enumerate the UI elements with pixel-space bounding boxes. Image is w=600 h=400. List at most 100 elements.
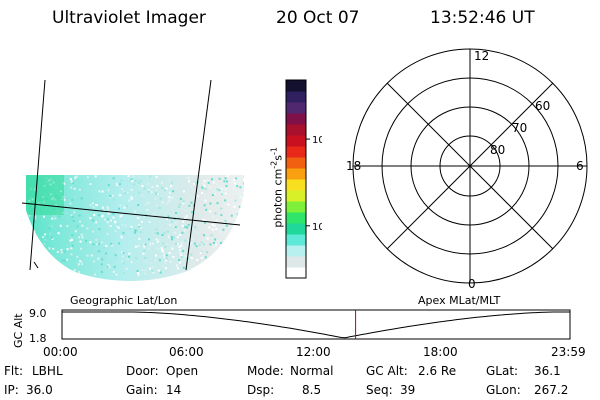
speckle-dot <box>234 229 237 232</box>
speckle-dot <box>70 178 72 181</box>
speckle-dot <box>103 256 106 259</box>
time-label: 13:52:46 UT <box>430 8 535 28</box>
speckle-dot <box>107 212 110 215</box>
speckle-dot <box>182 273 185 275</box>
speckle-dot <box>214 254 217 257</box>
speckle-dot <box>155 188 158 191</box>
speckle-dot <box>177 217 180 220</box>
speckle-dot <box>208 226 211 229</box>
altitude-tick-high: 9.0 <box>29 307 47 320</box>
speckle-dot <box>236 219 239 221</box>
speckle-dot <box>145 261 148 264</box>
speckle-dot <box>164 246 167 249</box>
speckle-dot <box>85 203 87 206</box>
speckle-dot <box>203 204 206 207</box>
speckle-dot <box>240 219 243 222</box>
speckle-dot <box>204 199 207 202</box>
speckle-dot <box>74 230 77 233</box>
speckle-dot <box>78 259 81 262</box>
speckle-dot <box>51 236 53 239</box>
speckle-dot <box>193 231 196 234</box>
speckle-dot <box>81 236 84 239</box>
speckle-dot <box>218 264 221 267</box>
speckle-dot <box>218 236 221 239</box>
speckle-dot <box>78 214 81 217</box>
speckle-dot <box>151 242 154 245</box>
speckle-dot <box>186 260 189 263</box>
mlt-label-bottom: 0 <box>468 277 476 291</box>
speckle-dot <box>190 186 193 188</box>
speckle-dot <box>146 208 149 211</box>
speckle-dot <box>43 242 46 245</box>
speckle-dot <box>183 229 186 232</box>
speckle-dot <box>169 261 172 263</box>
speckle-dot <box>76 255 79 258</box>
lat-label-60: 60 <box>535 99 550 113</box>
speckle-dot <box>30 267 33 270</box>
speckle-dot <box>209 243 212 246</box>
speckle-dot <box>175 212 177 214</box>
speckle-dot <box>128 252 131 255</box>
speckle-dot <box>237 244 240 247</box>
speckle-dot <box>134 229 137 232</box>
speckle-dot <box>94 175 97 178</box>
speckle-dot <box>211 194 214 196</box>
speckle-dot <box>167 234 170 237</box>
speckle-dot <box>168 252 171 255</box>
colorbar-segment <box>286 157 306 169</box>
speckle-dot <box>148 189 150 192</box>
speckle-dot <box>179 252 182 255</box>
speckle-dot <box>114 254 117 257</box>
speckle-dot <box>185 215 188 218</box>
speckle-dot <box>184 225 187 228</box>
colorbar-segment <box>286 267 306 279</box>
speckle-dot <box>48 227 51 230</box>
colorbar-segment <box>286 179 306 191</box>
door-label: Door: <box>126 364 159 378</box>
speckle-dot <box>201 192 203 195</box>
speckle-dot <box>119 194 122 197</box>
speckle-dot <box>71 244 74 247</box>
speckle-dot <box>28 274 31 277</box>
speckle-dot <box>101 241 103 244</box>
speckle-dot <box>219 224 222 227</box>
speckle-dot <box>144 256 147 259</box>
speckle-dot <box>98 240 100 243</box>
speckle-dot <box>50 266 52 269</box>
speckle-dot <box>174 231 177 234</box>
speckle-dot <box>127 175 130 178</box>
speckle-dot <box>60 268 63 270</box>
speckle-dot <box>218 259 221 262</box>
speckle-dot <box>107 264 110 267</box>
speckle-dot <box>107 184 110 187</box>
speckle-dot <box>113 265 116 268</box>
speckle-dot <box>201 239 204 242</box>
speckle-dot <box>190 242 193 245</box>
speckle-dot <box>187 223 190 226</box>
speckle-dot <box>118 242 121 245</box>
gc-alt-label: GC Alt: <box>366 364 408 378</box>
speckle-dot <box>143 215 145 218</box>
speckle-dot <box>104 218 107 221</box>
speckle-dot <box>232 248 234 251</box>
speckle-dot <box>83 209 86 212</box>
speckle-dot <box>26 229 29 232</box>
speckle-dot <box>136 270 139 272</box>
speckle-dot <box>223 243 226 245</box>
speckle-dot <box>112 177 115 180</box>
speckle-dot <box>138 237 141 240</box>
speckle-dot <box>44 238 47 241</box>
speckle-dot <box>137 274 140 277</box>
speckle-dot <box>164 267 167 270</box>
speckle-dot <box>116 223 119 226</box>
speckle-dot <box>50 225 53 228</box>
speckle-dot <box>109 225 112 227</box>
speckle-dot <box>138 191 141 194</box>
colorbar-segment <box>286 80 306 92</box>
speckle-dot <box>76 265 79 268</box>
speckle-dot <box>71 198 74 201</box>
speckle-dot <box>122 272 125 275</box>
speckle-dot <box>91 202 94 205</box>
speckle-dot <box>92 206 95 209</box>
speckle-dot <box>219 248 222 250</box>
